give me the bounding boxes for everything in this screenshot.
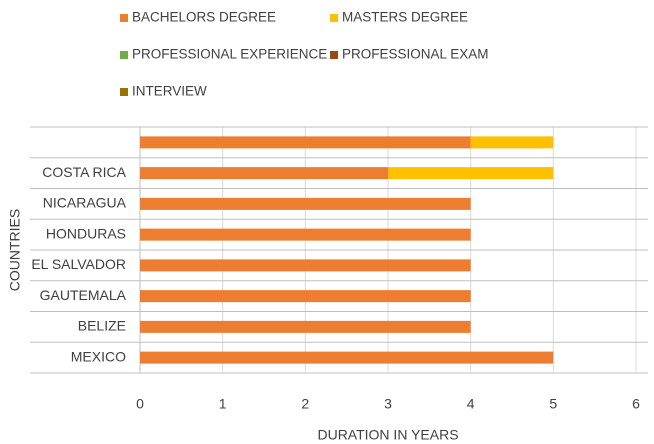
bar-segment [140, 167, 388, 180]
y-tick-label: GAUTEMALA [40, 287, 127, 303]
x-tick-label: 6 [632, 396, 640, 412]
bar-segment [140, 136, 471, 149]
bar-segment [140, 228, 471, 241]
legend-swatch [330, 51, 338, 59]
x-tick-label: 3 [384, 396, 392, 412]
bar-segment [470, 136, 554, 149]
x-axis-title: DURATION IN YEARS [317, 427, 458, 443]
x-tick-label: 5 [549, 396, 557, 412]
bar-segment [140, 351, 554, 364]
legend-swatch [120, 51, 128, 59]
legend-label: PROFESSIONAL EXPERIENCE [132, 47, 327, 62]
x-tick-label: 0 [136, 396, 144, 412]
legend-swatch [120, 14, 128, 22]
legend-label: PROFESSIONAL EXAM [342, 47, 489, 62]
y-tick-label: BELIZE [78, 318, 126, 334]
x-tick-label: 1 [219, 396, 227, 412]
y-axis-title: COUNTRIES [7, 209, 23, 291]
legend-swatch [330, 14, 338, 22]
bar-segment [140, 259, 471, 272]
y-tick-label: COSTA RICA [42, 164, 126, 180]
x-tick-label: 2 [301, 396, 309, 412]
bar-segment [388, 167, 554, 180]
y-tick-label: HONDURAS [46, 225, 126, 241]
bar-segment [140, 197, 471, 210]
legend-label: BACHELORS DEGREE [132, 10, 276, 25]
y-tick-label: EL SALVADOR [31, 256, 126, 272]
bar-segment [140, 320, 471, 333]
legend-label: MASTERS DEGREE [342, 10, 468, 25]
legend-swatch [120, 88, 128, 96]
bar-segment [140, 290, 471, 303]
y-tick-label: NICARAGUA [43, 195, 127, 211]
legend-label: INTERVIEW [132, 84, 207, 99]
y-tick-label: MEXICO [71, 348, 126, 364]
x-tick-label: 4 [467, 396, 475, 412]
